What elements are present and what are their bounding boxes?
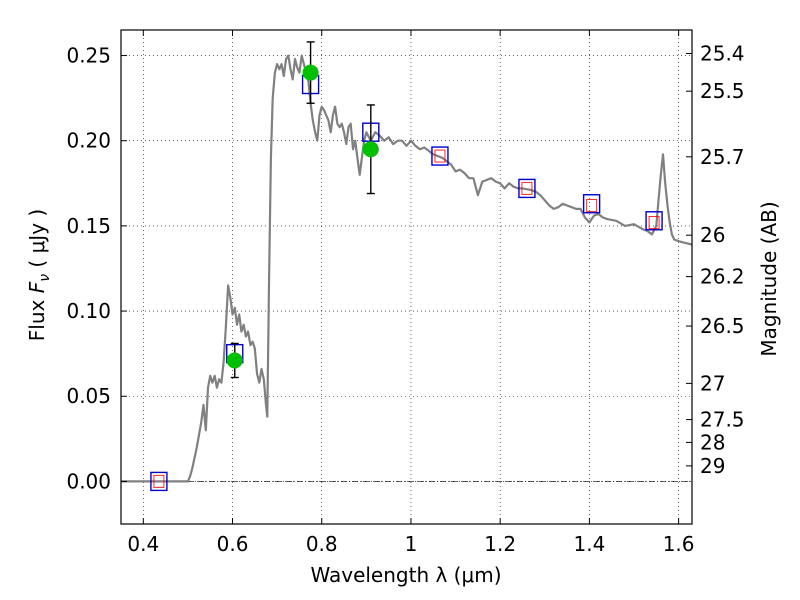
model-spectrum-layer	[121, 54, 693, 483]
axis-ticks: 0.4 0.6 0.8 1 1.2 1.4 1.6 0.00 0.05 0.10 0.15 0.20 0…	[66, 30, 745, 556]
y-tick-label: 0.10	[66, 299, 111, 323]
model-photometry-box	[150, 471, 168, 492]
y-tick-label: 0.25	[66, 44, 111, 68]
x-tick-label: 1.4	[573, 532, 605, 556]
observed-point	[226, 352, 243, 369]
mag-tick-label: 27.5	[700, 408, 745, 432]
x-tick-label: 1.2	[484, 532, 516, 556]
model-photometry-box	[582, 194, 601, 214]
mag-tick-label: 27	[700, 371, 725, 395]
y-tick-label: 0.20	[66, 129, 111, 153]
predicted-photometry-box	[586, 198, 598, 212]
model-photometry-box	[431, 146, 449, 166]
predicted-photometry-box	[521, 181, 533, 195]
observed-point	[302, 64, 319, 81]
right-axis-label: Magnitude (AB)	[757, 201, 781, 356]
y-tick-label: 0.00	[66, 469, 111, 493]
x-tick-label: 1.6	[663, 532, 695, 556]
mag-tick-label: 29	[700, 454, 725, 478]
y-tick-label: 0.15	[66, 214, 111, 238]
x-tick-label: 0.4	[127, 532, 159, 556]
model-spectrum-line	[121, 54, 693, 483]
x-tick-label: 1	[405, 532, 418, 556]
mag-tick-label: 28	[700, 430, 725, 454]
x-tick-label: 0.8	[306, 532, 338, 556]
predicted-photometry-box	[153, 474, 165, 488]
mag-tick-label: 26	[700, 223, 725, 247]
mag-tick-label: 26.2	[700, 265, 745, 289]
mag-tick-label: 26.5	[700, 314, 745, 338]
observed-photometry-layer	[226, 41, 379, 379]
predicted-photometry-box	[648, 215, 660, 229]
predicted-photometry-box	[434, 149, 446, 163]
mag-tick-label: 25.5	[700, 79, 745, 103]
mag-tick-label: 25.4	[700, 42, 745, 66]
y-axis-label: Flux Fν ( μJy )	[25, 209, 53, 341]
x-tick-label: 0.6	[217, 532, 249, 556]
observed-point	[362, 141, 379, 158]
model-photometry-box	[518, 178, 536, 199]
mag-tick-label: 25.7	[700, 145, 745, 169]
x-axis-label: Wavelength λ (μm)	[310, 563, 501, 587]
model-photometry-box	[645, 211, 663, 231]
y-tick-label: 0.05	[66, 384, 111, 408]
